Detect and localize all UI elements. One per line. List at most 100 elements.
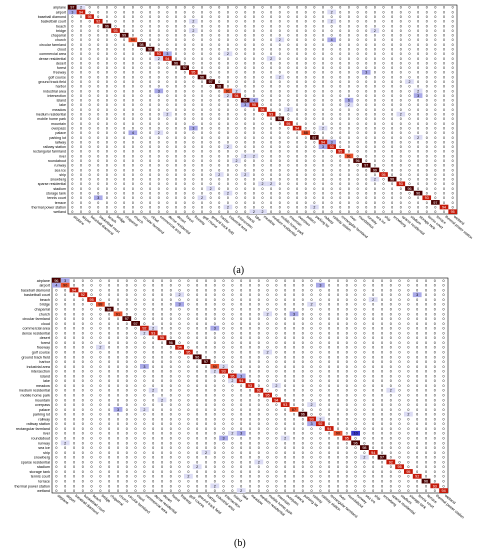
cell-value: 0 [372, 293, 374, 297]
cell-value: 0 [311, 379, 313, 383]
cell-value: 0 [363, 475, 365, 479]
cell-value: 0 [408, 89, 410, 93]
cell-value: 0 [313, 34, 315, 38]
cell-value: 0 [391, 187, 393, 191]
cell-value: 0 [313, 154, 315, 158]
cell-value: 0 [313, 131, 315, 135]
cell-value: 0 [337, 312, 339, 316]
cell-value: 0 [443, 103, 445, 107]
cell-value: 0 [443, 136, 445, 140]
cell-value: 0 [196, 427, 198, 431]
confusion-cell [148, 325, 158, 331]
cell-value: 0 [275, 317, 277, 321]
cell-value: 0 [91, 479, 93, 483]
cell-value: 0 [149, 75, 151, 79]
cell-value: 0 [319, 479, 321, 483]
cell-value: 0 [339, 66, 341, 70]
cell-value: 0 [399, 408, 401, 412]
cell-value: 0 [170, 393, 172, 397]
cell-value: 0 [416, 322, 418, 326]
cell-value: 0 [270, 159, 272, 163]
cell-value: 0 [305, 24, 307, 28]
cell-value: 0 [270, 75, 272, 79]
cell-value: 0 [184, 168, 186, 172]
cell-value: 0 [408, 29, 410, 33]
cell-value: 0 [223, 374, 225, 378]
cell-value: 0 [319, 460, 321, 464]
cell-value: 0 [399, 346, 401, 350]
cell-value: 0 [302, 284, 304, 288]
cell-value: 0 [383, 80, 385, 84]
cell-value: 0 [408, 159, 410, 163]
cell-value: 0 [337, 413, 339, 417]
cell-value: 0 [390, 346, 392, 350]
cell-value: 0 [328, 403, 330, 407]
confusion-cell [163, 111, 172, 117]
cell-value: 0 [73, 336, 75, 340]
cell-value: 0 [372, 307, 374, 311]
cell-value: 0 [115, 154, 117, 158]
cell-value: 0 [91, 350, 93, 354]
cell-value: 0 [331, 71, 333, 75]
diagonal-cell [189, 70, 198, 75]
cell-value: 3 [331, 140, 333, 144]
cell-value: 0 [296, 6, 298, 10]
cell-value: 0 [158, 10, 160, 14]
cell-value: 0 [443, 327, 445, 331]
cell-value: 0 [293, 360, 295, 364]
cell-value: 0 [236, 38, 238, 42]
cell-value: 0 [261, 191, 263, 195]
cell-value: 0 [267, 427, 269, 431]
cell-value: 0 [284, 460, 286, 464]
cell-value: 0 [201, 94, 203, 98]
cell-value: 0 [161, 393, 163, 397]
cell-value: 0 [55, 370, 57, 374]
cell-value: 0 [279, 140, 281, 144]
row-label: parking lot [49, 136, 66, 140]
cell-value: 0 [187, 336, 189, 340]
cell-value: 0 [71, 29, 73, 33]
cell-value: 0 [390, 427, 392, 431]
cell-value: 0 [426, 85, 428, 89]
cell-value: 0 [91, 393, 93, 397]
row-label: railway station [43, 145, 66, 149]
cell-value: 0 [73, 317, 75, 321]
cell-value: 0 [275, 322, 277, 326]
cell-value: 0 [166, 164, 168, 168]
cell-value: 0 [132, 10, 134, 14]
cell-value: 0 [135, 284, 137, 288]
cell-value: 0 [348, 94, 350, 98]
cell-value: 0 [355, 288, 357, 292]
cell-value: 0 [187, 370, 189, 374]
cell-value: 0 [218, 20, 220, 24]
cell-value: 0 [261, 20, 263, 24]
cell-value: 0 [443, 279, 445, 283]
cell-value: 0 [296, 34, 298, 38]
cell-value: 0 [205, 370, 207, 374]
cell-value: 0 [82, 408, 84, 412]
cell-value: 0 [80, 136, 82, 140]
cell-value: 0 [132, 6, 134, 10]
cell-value: 0 [270, 168, 272, 172]
cell-value: 0 [383, 71, 385, 75]
cell-value: 2 [279, 38, 281, 42]
cell-value: 0 [253, 122, 255, 126]
cell-value: 0 [71, 48, 73, 52]
cell-value: 0 [236, 196, 238, 200]
diagonal-cell [301, 130, 311, 136]
cell-value: 0 [287, 99, 289, 103]
cell-value: 0 [452, 191, 454, 195]
cell-value: 0 [407, 451, 409, 455]
cell-value: 0 [80, 66, 82, 70]
cell-value: 0 [302, 341, 304, 345]
cell-value: 0 [408, 94, 410, 98]
cell-value: 0 [227, 80, 229, 84]
cell-value: 0 [313, 71, 315, 75]
cell-value: 2 [227, 94, 229, 98]
cell-value: 0 [374, 48, 376, 52]
cell-value: 0 [99, 451, 101, 455]
cell-value: 0 [443, 408, 445, 412]
cell-value: 0 [383, 187, 385, 191]
confusion-cell [240, 102, 250, 108]
cell-value: 0 [302, 384, 304, 388]
